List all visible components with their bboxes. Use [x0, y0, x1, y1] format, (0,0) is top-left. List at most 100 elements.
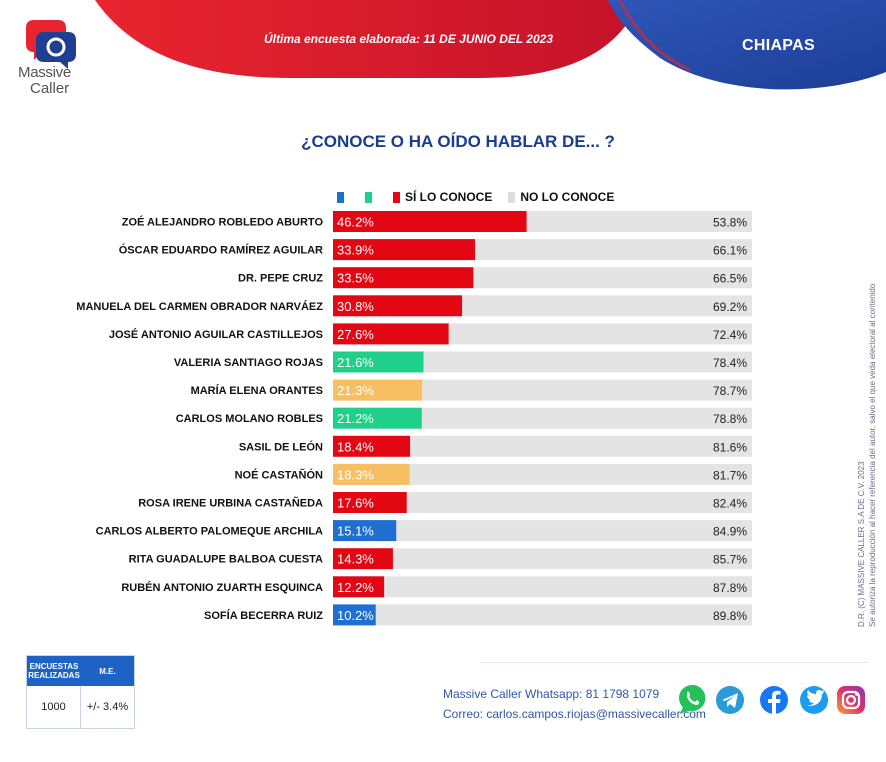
bar-known-4	[333, 295, 463, 317]
footer-divider	[480, 662, 868, 663]
bar-unknown-8	[421, 407, 752, 429]
bar-known-10	[333, 463, 410, 485]
value-known-11: 17.6%	[337, 496, 374, 511]
value-known-14: 12.2%	[337, 580, 374, 595]
legend-item-unknown: NO LO CONOCE	[508, 190, 614, 204]
category-label-14: RUBÉN ANTONIO ZUARTH ESQUINCA	[121, 581, 323, 594]
value-unknown-15: 89.8%	[713, 609, 747, 623]
bar-known-14	[333, 576, 385, 598]
value-unknown-12: 84.9%	[713, 525, 747, 539]
legend-label-known: SÍ LO CONOCE	[405, 190, 493, 204]
bar-known-8	[333, 407, 422, 429]
bar-unknown-12	[396, 520, 752, 542]
bar-unknown-1	[526, 211, 752, 232]
category-label-2: ÓSCAR EDUARDO RAMÍREZ AGUILAR	[119, 244, 323, 257]
telegram-icon[interactable]	[713, 681, 747, 719]
category-label-7: MARÍA ELENA ORANTES	[191, 384, 323, 397]
value-unknown-7: 78.7%	[713, 384, 747, 398]
stats-header-margin: M.E.	[99, 666, 116, 676]
value-known-9: 18.4%	[337, 439, 374, 454]
legend-swatch-gray	[508, 191, 516, 203]
copyright-line2: Se autoriza la reproducción al hacer ref…	[868, 283, 877, 627]
value-unknown-1: 53.8%	[713, 216, 747, 230]
value-known-8: 21.2%	[337, 411, 374, 426]
value-unknown-9: 81.6%	[713, 440, 747, 454]
bar-known-11	[333, 492, 407, 513]
chart-title-text: ¿CONOCE O HA OÍDO HABLAR DE... ?	[301, 132, 615, 151]
value-unknown-13: 85.7%	[713, 553, 747, 567]
value-known-12: 15.1%	[337, 524, 374, 539]
stats-surveys-value: 1000	[27, 686, 81, 728]
chart-legend: SÍ LO CONOCE NO LO CONOCE	[337, 189, 630, 205]
contact-whatsapp[interactable]: Massive Caller Whatsapp: 81 1798 1079	[443, 687, 660, 701]
value-unknown-8: 78.8%	[713, 412, 747, 426]
value-unknown-4: 69.2%	[713, 300, 747, 314]
stats-margin-value: +/- 3.4%	[86, 701, 129, 713]
category-label-8: CARLOS MOLANO ROBLES	[176, 413, 323, 425]
stats-header-row: ENCUESTAS REALIZADAS M.E.	[27, 656, 134, 686]
bar-unknown-14	[384, 576, 752, 598]
legend-item-blue	[337, 191, 349, 203]
category-label-5: JOSÉ ANTONIO AGUILAR CASTILLEJOS	[109, 328, 323, 341]
bar-known-7	[333, 379, 423, 401]
legend-item-green	[365, 191, 377, 203]
category-label-1: ZOÉ ALEJANDRO ROBLEDO ABURTO	[122, 216, 324, 229]
bar-unknown-15	[375, 604, 752, 626]
header-banner	[95, 0, 886, 90]
value-unknown-11: 82.4%	[713, 497, 747, 511]
value-known-5: 27.6%	[337, 327, 374, 342]
survey-date: Última encuesta elaborada: 11 DE JUNIO D…	[264, 32, 554, 46]
stats-header-surveys: ENCUESTAS REALIZADAS	[28, 662, 80, 680]
value-known-4: 30.8%	[337, 299, 374, 314]
survey-stats-table: ENCUESTAS REALIZADAS M.E. 1000 +/- 3.4%	[26, 655, 135, 729]
category-label-11: ROSA IRENE URBINA CASTAÑEDA	[138, 497, 323, 510]
category-label-3: DR. PEPE CRUZ	[238, 273, 323, 285]
contact-email[interactable]: Correo: carlos.campos.riojas@massivecall…	[443, 707, 706, 721]
instagram-icon[interactable]	[834, 681, 868, 719]
legend-swatch-green	[365, 191, 372, 203]
value-known-10: 18.3%	[337, 467, 374, 482]
category-label-6: VALERIA SANTIAGO ROJAS	[174, 357, 323, 369]
bar-unknown-5	[448, 323, 752, 345]
category-label-9: SASIL DE LEÓN	[239, 440, 323, 453]
bar-known-2	[333, 239, 476, 261]
value-unknown-5: 72.4%	[713, 328, 747, 342]
bar-known-12	[333, 520, 397, 542]
value-unknown-14: 87.8%	[713, 581, 747, 595]
legend-label-unknown: NO LO CONOCE	[520, 190, 615, 204]
value-known-7: 21.3%	[337, 383, 374, 398]
chart-title: ¿CONOCE O HA OÍDO HABLAR DE... ?	[0, 132, 886, 152]
category-label-15: SOFÍA BECERRA RUIZ	[204, 609, 323, 622]
bar-unknown-10	[409, 463, 752, 485]
bar-known-5	[333, 323, 449, 345]
logo-wordmark-line2: Caller	[30, 80, 70, 97]
value-known-2: 33.9%	[337, 243, 374, 258]
bar-unknown-2	[475, 239, 752, 261]
facebook-icon[interactable]	[757, 681, 791, 719]
value-unknown-3: 66.5%	[713, 272, 747, 286]
bar-known-6	[333, 351, 424, 373]
value-known-3: 33.5%	[337, 271, 374, 286]
bar-known-3	[333, 267, 474, 289]
bar-unknown-9	[410, 435, 752, 457]
value-known-1: 46.2%	[337, 215, 374, 230]
category-label-10: NOÉ CASTAÑÓN	[235, 468, 323, 481]
whatsapp-icon[interactable]	[675, 681, 709, 719]
bar-known-9	[333, 435, 411, 457]
value-known-13: 14.3%	[337, 552, 374, 567]
value-unknown-10: 81.7%	[713, 468, 747, 482]
bar-known-15	[333, 604, 376, 626]
category-label-12: CARLOS ALBERTO PALOMEQUE ARCHILA	[96, 526, 323, 538]
category-label-13: RITA GUADALUPE BALBOA CUESTA	[129, 554, 323, 566]
value-known-6: 21.6%	[337, 355, 374, 370]
bar-known-13	[333, 548, 393, 570]
logo-wordmark-line1: Massive	[18, 64, 71, 81]
copyright-note: D.R. (C) MASSIVE CALLER S.A DE C.V. 2023…	[856, 284, 878, 627]
stats-value-row: 1000 +/- 3.4%	[27, 686, 134, 728]
value-unknown-6: 78.4%	[713, 356, 747, 370]
twitter-icon[interactable]	[797, 681, 831, 719]
category-label-4: MANUELA DEL CARMEN OBRADOR NARVÁEZ	[76, 300, 323, 313]
copyright-line1: D.R. (C) MASSIVE CALLER S.A DE C.V. 2023	[857, 461, 866, 627]
bar-unknown-4	[462, 295, 752, 317]
